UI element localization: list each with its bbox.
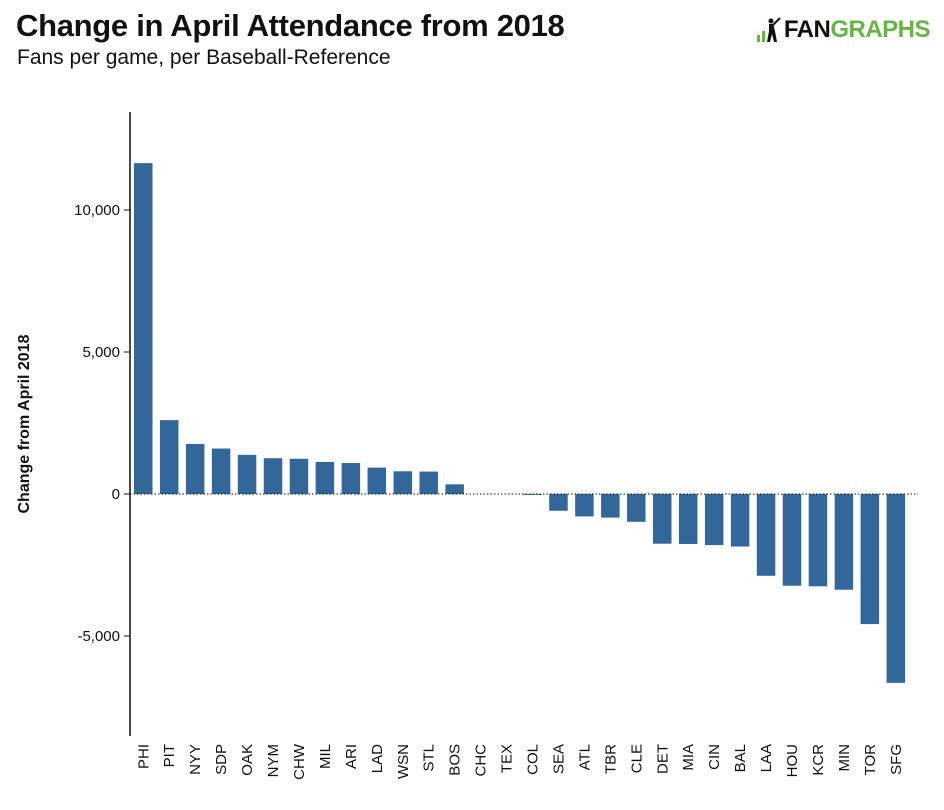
y-tick-label: 10,000 [74, 202, 120, 219]
x-tick-label: LAD [369, 744, 386, 773]
x-tick-label: TOR [862, 744, 879, 776]
x-tick-label: CLE [628, 744, 645, 773]
x-tick-label: KCR [810, 744, 827, 776]
bar-nyy [185, 444, 205, 494]
x-tick-label: DET [654, 744, 671, 774]
bar-stl [419, 471, 438, 494]
x-tick-label: MIA [680, 744, 697, 771]
chart-subtitle: Fans per game, per Baseball-Reference [17, 46, 391, 69]
bar-bos [445, 484, 464, 494]
x-tick-label: WSN [395, 744, 412, 779]
chart-title: Change in April Attendance from 2018 [16, 8, 565, 43]
bar-sdp [211, 448, 231, 494]
bar-oak [237, 454, 257, 494]
y-tick-label: -5,000 [77, 628, 120, 645]
x-tick-label: ARI [343, 744, 360, 769]
bar-mil [315, 461, 335, 494]
x-tick-label: COL [525, 744, 542, 775]
bar-cle [627, 494, 646, 522]
bar-tbr [601, 494, 620, 518]
bar-det [653, 494, 672, 544]
x-tick-label: OAK [239, 744, 256, 776]
y-axis-title: Change from April 2018 [16, 334, 33, 513]
x-tick-label: HOU [784, 744, 801, 777]
x-tick-label: SEA [550, 744, 567, 774]
x-tick-label: BOS [447, 744, 464, 776]
bar-min [834, 494, 854, 590]
x-tick-label: TEX [499, 744, 516, 773]
bar-sfg [886, 494, 906, 683]
x-tick-label: MIL [317, 744, 334, 769]
x-tick-label: MIN [836, 744, 853, 772]
x-tick-label: ATL [576, 744, 593, 770]
x-tick-label: NYM [265, 744, 282, 777]
bar-chw [289, 458, 309, 494]
logo-text-graphs: GRAPHS [830, 16, 930, 43]
bar-wsn [393, 471, 412, 494]
bar-mia [678, 494, 698, 544]
bar-atl [575, 494, 594, 517]
x-tick-label: CIN [706, 744, 723, 770]
x-tick-label: PIT [161, 744, 178, 767]
bar-ari [341, 463, 361, 494]
bar-pit [159, 420, 179, 494]
x-tick-label: STL [421, 744, 438, 772]
bar-tor [860, 494, 880, 625]
x-tick-label: TBR [602, 744, 619, 774]
bar-cin [704, 494, 724, 546]
x-tick-label: CHW [291, 743, 308, 780]
bar-phi [134, 163, 153, 494]
y-tick-label: 0 [112, 486, 120, 503]
x-tick-label: LAA [758, 744, 775, 772]
x-tick-label: SDP [213, 744, 230, 775]
logo-text-fan: FAN [783, 16, 831, 43]
bar-kcr [808, 494, 828, 587]
batter-silhouette-icon [756, 17, 781, 42]
x-tick-label: BAL [732, 744, 749, 772]
bar-lad [367, 467, 387, 494]
bar-nym [263, 458, 283, 494]
bar-laa [756, 494, 776, 576]
x-tick-label: NYY [187, 744, 204, 775]
y-tick-label: 5,000 [82, 344, 120, 361]
bar-hou [782, 494, 802, 586]
bar-bal [730, 494, 750, 547]
fangraphs-logo[interactable]: FAN GRAPHS [756, 16, 930, 44]
x-tick-label: CHC [473, 744, 490, 777]
x-tick-label: PHI [135, 744, 152, 769]
bar-sea [549, 494, 568, 511]
x-tick-label: SFG [888, 744, 905, 775]
